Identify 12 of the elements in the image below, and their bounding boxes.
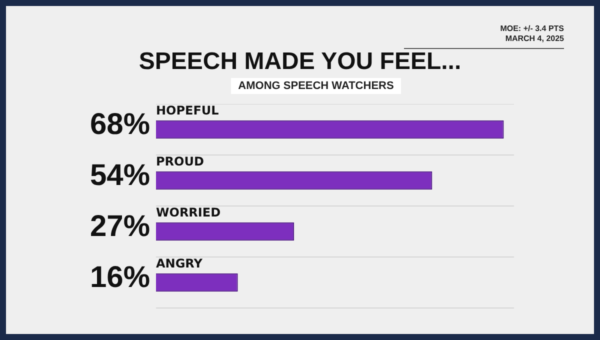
data-label: 16% xyxy=(90,260,150,294)
data-label: 54% xyxy=(90,158,150,192)
data-label: 27% xyxy=(90,210,150,243)
chart-title: SPEECH MADE YOU FEEL... xyxy=(138,48,462,76)
y-tick-label: WORRIED xyxy=(156,205,221,220)
chart-subtitle: AMONG SPEECH WATCHERS xyxy=(231,78,401,94)
text: MARCH 4, 2025 xyxy=(504,34,564,44)
y-tick-label: PROUD xyxy=(156,154,204,168)
y-tick-label: HOPEFUL xyxy=(156,103,220,118)
data-label: 68% xyxy=(90,108,150,141)
y-tick-label: ANGRY xyxy=(156,256,203,270)
text: MOE: +/- 3.4 PTS xyxy=(499,24,564,34)
